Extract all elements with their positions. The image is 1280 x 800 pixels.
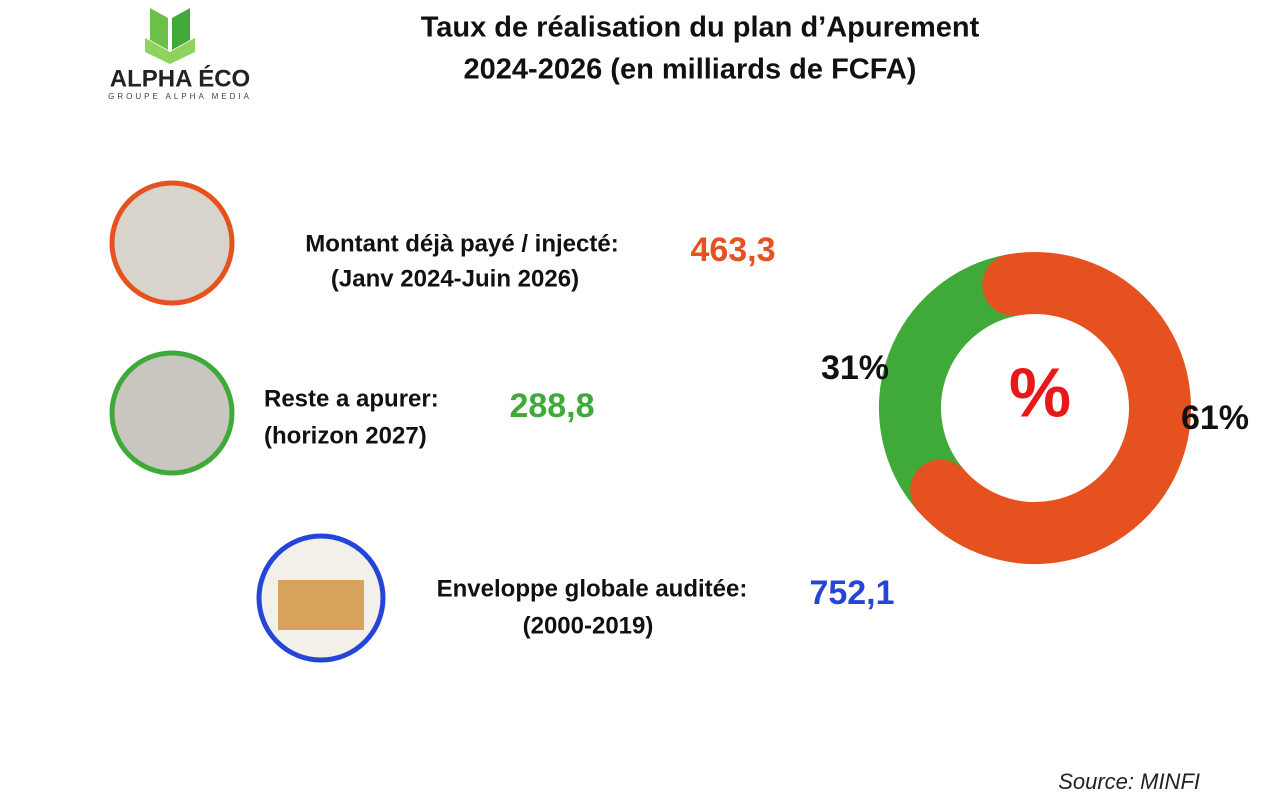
- source: Source: MINFI: [1058, 769, 1200, 794]
- item-period: (2000-2019): [523, 612, 654, 639]
- item-label: Montant déjà payé / injecté:: [305, 230, 618, 257]
- envelope: [278, 580, 364, 630]
- logo: ALPHA ÉCO GROUPE ALPHA MEDIA: [108, 8, 252, 101]
- logo-name: ALPHA ÉCO: [110, 64, 250, 92]
- chart-subtitle: 2024-2026 (en milliards de FCFA): [464, 54, 917, 86]
- icon-money: [109, 350, 235, 476]
- center-label: %: [1009, 353, 1071, 431]
- item-value: 288,8: [509, 387, 594, 425]
- item-label: Reste a apurer:: [264, 385, 439, 412]
- donut-segment: [879, 253, 1045, 522]
- icon-money: [109, 180, 235, 306]
- logo-page: [150, 8, 168, 50]
- logo-page: [172, 8, 190, 50]
- item-period: (horizon 2027): [264, 422, 427, 449]
- item-period: (Janv 2024-Juin 2026): [331, 265, 579, 292]
- item-label: Enveloppe globale auditée:: [437, 575, 748, 602]
- value-label: 31%: [821, 349, 889, 387]
- logo-base: [145, 38, 195, 64]
- value-label: 61%: [1181, 399, 1249, 437]
- logo-tagline: GROUPE ALPHA MEDIA: [108, 92, 252, 101]
- item-value: 752,1: [809, 574, 894, 612]
- chart-title: Taux de réalisation du plan d’Apurement: [421, 12, 980, 44]
- item-value: 463,3: [690, 231, 775, 269]
- donut: 61% 31%%: [821, 252, 1249, 564]
- donut-segment: [910, 252, 1191, 564]
- icon: [109, 180, 386, 663]
